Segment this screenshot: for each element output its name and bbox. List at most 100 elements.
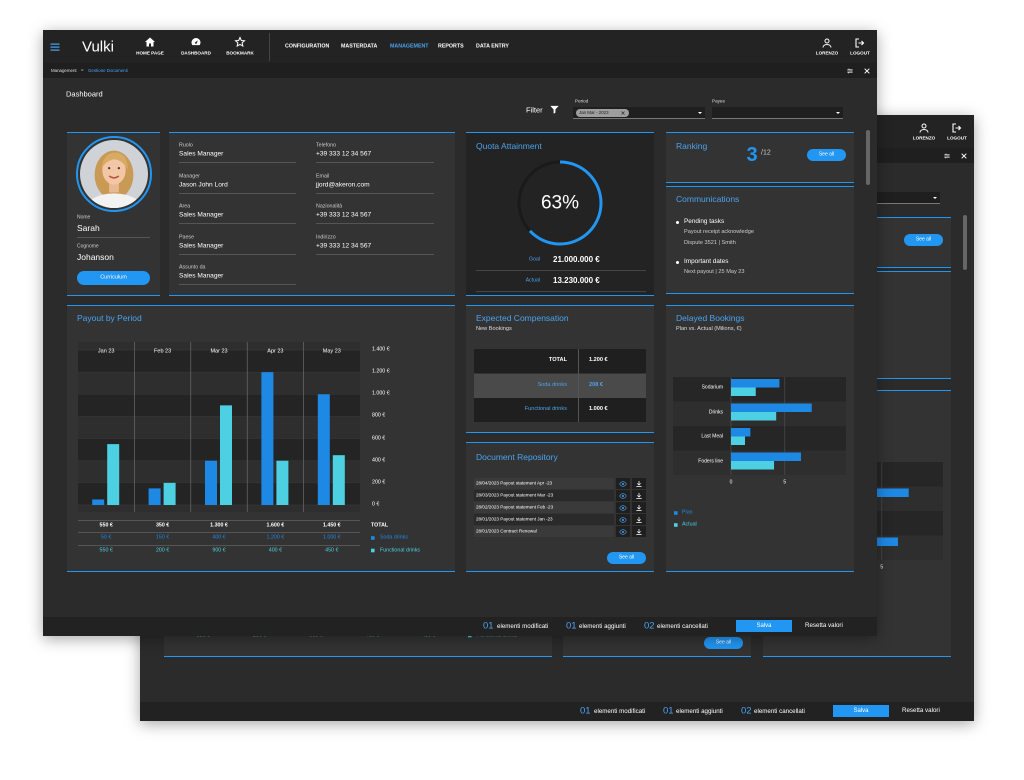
download-icon-shape — [636, 516, 642, 523]
field-value: Sales Manager — [179, 272, 224, 280]
menu-item[interactable]: MANAGEMENT — [390, 43, 429, 50]
panel-title: Expected Compensation — [476, 312, 569, 323]
user-label[interactable]: LORENZO — [815, 50, 839, 56]
logout-icon-shape — [952, 123, 962, 133]
breadcrumb-item[interactable]: Management — [51, 67, 77, 73]
avatar-shape — [85, 193, 143, 208]
view-icon-shape — [622, 530, 624, 533]
document-name[interactable]: 28/04/2023 Payout statement Apr -23 — [476, 480, 553, 486]
y-tick-label: Drinks — [708, 409, 723, 415]
field-label: Period — [575, 98, 589, 104]
breadcrumb-item: Gestione Documenti — [88, 67, 128, 73]
field-label: Indirizzo — [316, 233, 336, 240]
counter-label: elementi cancellati — [754, 707, 805, 715]
data-label: 150 € — [155, 534, 170, 541]
user-label[interactable]: LORENZO — [912, 135, 936, 141]
field-value: 13.230.000 € — [553, 276, 600, 285]
menu-item[interactable]: REPORTS — [438, 43, 464, 50]
nav-icon — [234, 36, 246, 47]
button-label[interactable]: Salva — [853, 708, 869, 714]
settings-icon-shape — [848, 68, 850, 70]
button-label[interactable]: See all — [618, 554, 635, 561]
close-icon — [864, 68, 870, 74]
field-value: Sales Manager — [179, 211, 224, 219]
settings-icon-shape — [945, 153, 947, 155]
user-icon — [919, 123, 929, 133]
y-tick-label: Sodarium — [701, 384, 723, 391]
quota-value: 63% — [540, 192, 580, 214]
scrollbar — [866, 130, 870, 185]
avatar — [80, 140, 148, 208]
column-divider — [578, 349, 579, 422]
button-label[interactable]: See all — [715, 639, 732, 646]
see-all-button[interactable] — [904, 234, 943, 246]
avatar-shape — [117, 167, 121, 170]
save-button[interactable] — [833, 705, 889, 717]
footer-bar — [43, 617, 877, 636]
see-all-button[interactable] — [807, 149, 846, 161]
nav-icon — [191, 38, 201, 46]
avatar-shape — [102, 155, 126, 185]
user-icon-shape — [824, 38, 830, 44]
data-label: 450 € — [325, 546, 339, 553]
logout-label[interactable]: LOGOUT — [850, 50, 870, 56]
menu-item[interactable]: CONFIGURATION — [285, 43, 330, 50]
reset-button[interactable]: Resetta valori — [902, 706, 940, 714]
avatar-shape — [107, 167, 111, 170]
close-icon-shape — [864, 68, 870, 74]
document-row — [474, 478, 614, 489]
view-icon-shape — [619, 492, 627, 499]
field-label: Email — [316, 172, 330, 179]
data-label: 550 € — [99, 546, 113, 553]
data-label: 350 € — [155, 522, 170, 529]
user-icon — [822, 38, 832, 48]
reset-button[interactable]: Resetta valori — [805, 621, 843, 629]
underline — [179, 192, 296, 194]
counter: 01 — [566, 620, 577, 632]
button-label[interactable]: See all — [915, 236, 932, 243]
document-row — [474, 514, 614, 525]
document-name[interactable]: 28/01/2023 Payout statement Jan -23 — [476, 516, 553, 522]
nav-button[interactable]: HOME PAGE — [136, 50, 164, 56]
data-label: 1.600 € — [266, 522, 285, 529]
counter-label: elementi modificati — [497, 622, 549, 630]
data-label: 1.200 € — [266, 534, 285, 541]
document-row — [474, 502, 614, 513]
counter: 01 — [580, 705, 591, 717]
chip-label: Jan Mar - 2023 — [579, 109, 609, 115]
document-name[interactable]: 28/03/2023 Payout statement Mar -23 — [476, 492, 554, 498]
document-name[interactable]: 28/02/2023 Payout statement Feb -23 — [476, 504, 554, 510]
button-label[interactable]: Salva — [756, 623, 772, 629]
x-tick-label: 5 — [880, 564, 884, 571]
payee-select[interactable] — [712, 107, 843, 119]
view-icon-shape — [622, 518, 624, 521]
view-icon — [619, 528, 627, 535]
y-tick-label: 0 € — [372, 501, 380, 508]
document-name[interactable]: 28/01/2023 Contract Renewal — [476, 528, 537, 534]
caret-shape — [836, 112, 840, 114]
legend-label: Actual — [682, 521, 697, 528]
nav-button[interactable]: DASHBOARD — [181, 50, 211, 56]
underline — [316, 223, 434, 224]
see-all-button[interactable] — [607, 552, 646, 564]
logout-label[interactable]: LOGOUT — [947, 135, 967, 141]
menu-item[interactable]: MASTERDATA — [341, 43, 378, 50]
see-all-button[interactable] — [704, 637, 743, 649]
counter: 01 — [483, 620, 494, 632]
field-value: Johanson — [77, 251, 114, 262]
counter: 02 — [644, 620, 655, 632]
field-value: +39 333 12 34 567 — [316, 211, 372, 219]
download-icon-shape — [636, 504, 642, 511]
menu-item[interactable]: DATA ENTRY — [476, 43, 509, 50]
legend-label: Soda drinks — [380, 534, 408, 541]
logo: Vulki — [82, 38, 114, 56]
button-label[interactable]: See all — [818, 151, 835, 158]
data-label: 400 € — [268, 546, 283, 553]
nav-button[interactable]: BOOKMARK — [226, 50, 254, 56]
button-label[interactable]: Curriculum — [100, 274, 127, 281]
curriculum-button[interactable] — [77, 271, 150, 285]
download-icon — [636, 516, 642, 523]
save-button[interactable] — [736, 620, 792, 632]
nav-icon — [145, 37, 155, 47]
